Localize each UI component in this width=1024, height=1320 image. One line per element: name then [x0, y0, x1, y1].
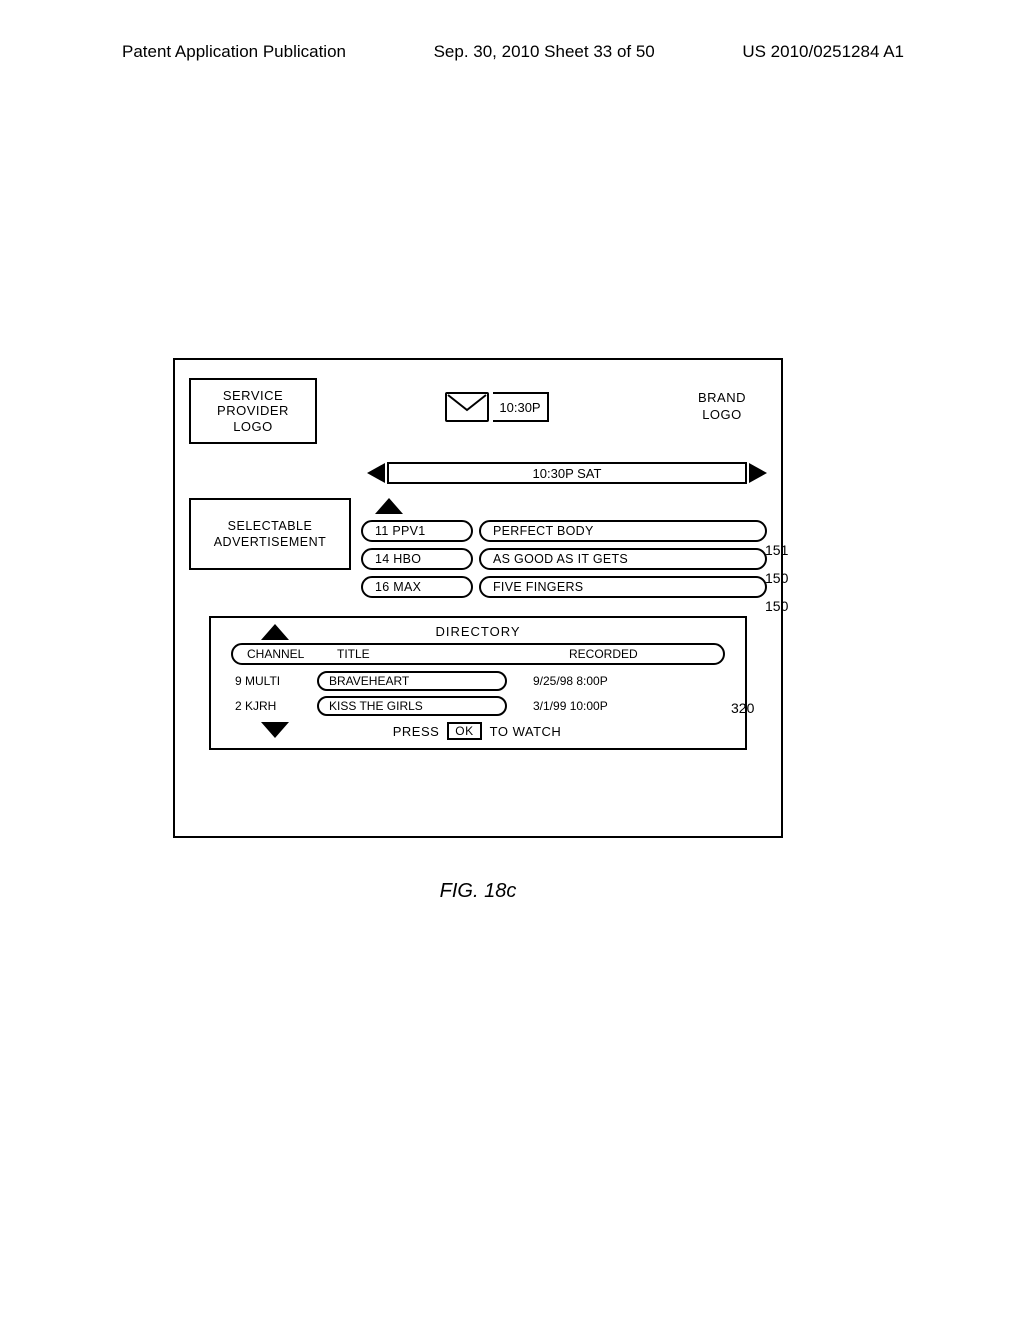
- timebar-label: 10:30P SAT: [533, 466, 602, 481]
- guide-program[interactable]: AS GOOD AS IT GETS: [479, 548, 767, 570]
- dir-row-channel: 9 MULTI: [231, 674, 311, 688]
- top-row: SERVICE PROVIDER LOGO 10:30P BRAND LOGO: [189, 378, 767, 450]
- guide-channel[interactable]: 16 MAX: [361, 576, 473, 598]
- directory-footer: PRESS OK TO WATCH: [229, 722, 725, 740]
- directory-title: DIRECTORY: [231, 624, 725, 639]
- time-prev-icon[interactable]: [367, 463, 385, 483]
- guide-program[interactable]: PERFECT BODY: [479, 520, 767, 542]
- ref-150: 150: [765, 598, 788, 614]
- dir-row-title: KISS THE GIRLS: [317, 696, 507, 716]
- brand-logo-text: BRAND LOGO: [698, 390, 746, 422]
- patent-page-header: Patent Application Publication Sep. 30, …: [0, 42, 1024, 62]
- timebar-row: 10:30P SAT: [189, 460, 767, 486]
- directory-row[interactable]: 9 MULTI BRAVEHEART 9/25/98 8:00P: [231, 671, 725, 691]
- ref-151: 151: [765, 542, 788, 558]
- dir-row-title: BRAVEHEART: [317, 671, 507, 691]
- footer-press: PRESS: [393, 724, 440, 739]
- guide-row: 11 PPV1 PERFECT BODY: [361, 520, 767, 542]
- selectable-advertisement[interactable]: SELECTABLE ADVERTISEMENT: [189, 498, 351, 570]
- guide-column: 11 PPV1 PERFECT BODY 14 HBO AS GOOD AS I…: [361, 498, 767, 598]
- guide-program[interactable]: FIVE FINGERS: [479, 576, 767, 598]
- dir-row-recorded: 3/1/99 10:00P: [513, 699, 725, 713]
- clock-time: 10:30P: [493, 392, 548, 422]
- header-right: US 2010/0251284 A1: [742, 42, 904, 62]
- guide-channel[interactable]: 14 HBO: [361, 548, 473, 570]
- dir-head-title: TITLE: [337, 647, 569, 661]
- directory-row[interactable]: 2 KJRH KISS THE GIRLS 3/1/99 10:00P: [231, 696, 725, 716]
- dir-row-channel: 2 KJRH: [231, 699, 311, 713]
- service-provider-logo: SERVICE PROVIDER LOGO: [189, 378, 317, 444]
- header-left: Patent Application Publication: [122, 42, 346, 62]
- ok-button[interactable]: OK: [447, 722, 481, 740]
- timebar: 10:30P SAT: [387, 462, 747, 484]
- guide-channel[interactable]: 11 PPV1: [361, 520, 473, 542]
- figure-caption: FIG. 18c: [173, 880, 783, 903]
- tv-screen: SERVICE PROVIDER LOGO 10:30P BRAND LOGO …: [173, 358, 783, 838]
- directory-panel: DIRECTORY CHANNEL TITLE RECORDED 9 MULTI…: [209, 616, 747, 750]
- footer-watch: TO WATCH: [490, 724, 562, 739]
- directory-header: CHANNEL TITLE RECORDED: [231, 643, 725, 665]
- guide-row: 14 HBO AS GOOD AS IT GETS: [361, 548, 767, 570]
- guide-row: 16 MAX FIVE FINGERS: [361, 576, 767, 598]
- clock-area: 10:30P: [445, 392, 548, 422]
- time-next-icon[interactable]: [749, 463, 767, 483]
- guide-rows: 11 PPV1 PERFECT BODY 14 HBO AS GOOD AS I…: [361, 520, 767, 598]
- figure-wrap: SERVICE PROVIDER LOGO 10:30P BRAND LOGO …: [173, 358, 783, 903]
- mail-icon[interactable]: [445, 392, 489, 422]
- dir-head-recorded: RECORDED: [569, 647, 709, 661]
- directory-scroll-up-icon[interactable]: [261, 624, 289, 640]
- directory-rows: 9 MULTI BRAVEHEART 9/25/98 8:00P 2 KJRH …: [231, 671, 725, 716]
- ad-label: SELECTABLE ADVERTISEMENT: [214, 518, 327, 551]
- dir-head-channel: CHANNEL: [247, 647, 337, 661]
- mid-row: SELECTABLE ADVERTISEMENT 11 PPV1 PERFECT…: [189, 498, 767, 598]
- guide-scroll-up-icon[interactable]: [375, 498, 403, 514]
- dir-row-recorded: 9/25/98 8:00P: [513, 674, 725, 688]
- ref-320: 320: [731, 700, 754, 716]
- header-center: Sep. 30, 2010 Sheet 33 of 50: [434, 42, 655, 62]
- service-provider-logo-text: SERVICE PROVIDER LOGO: [217, 388, 289, 435]
- ref-150: 150: [765, 570, 788, 586]
- brand-logo: BRAND LOGO: [677, 378, 767, 424]
